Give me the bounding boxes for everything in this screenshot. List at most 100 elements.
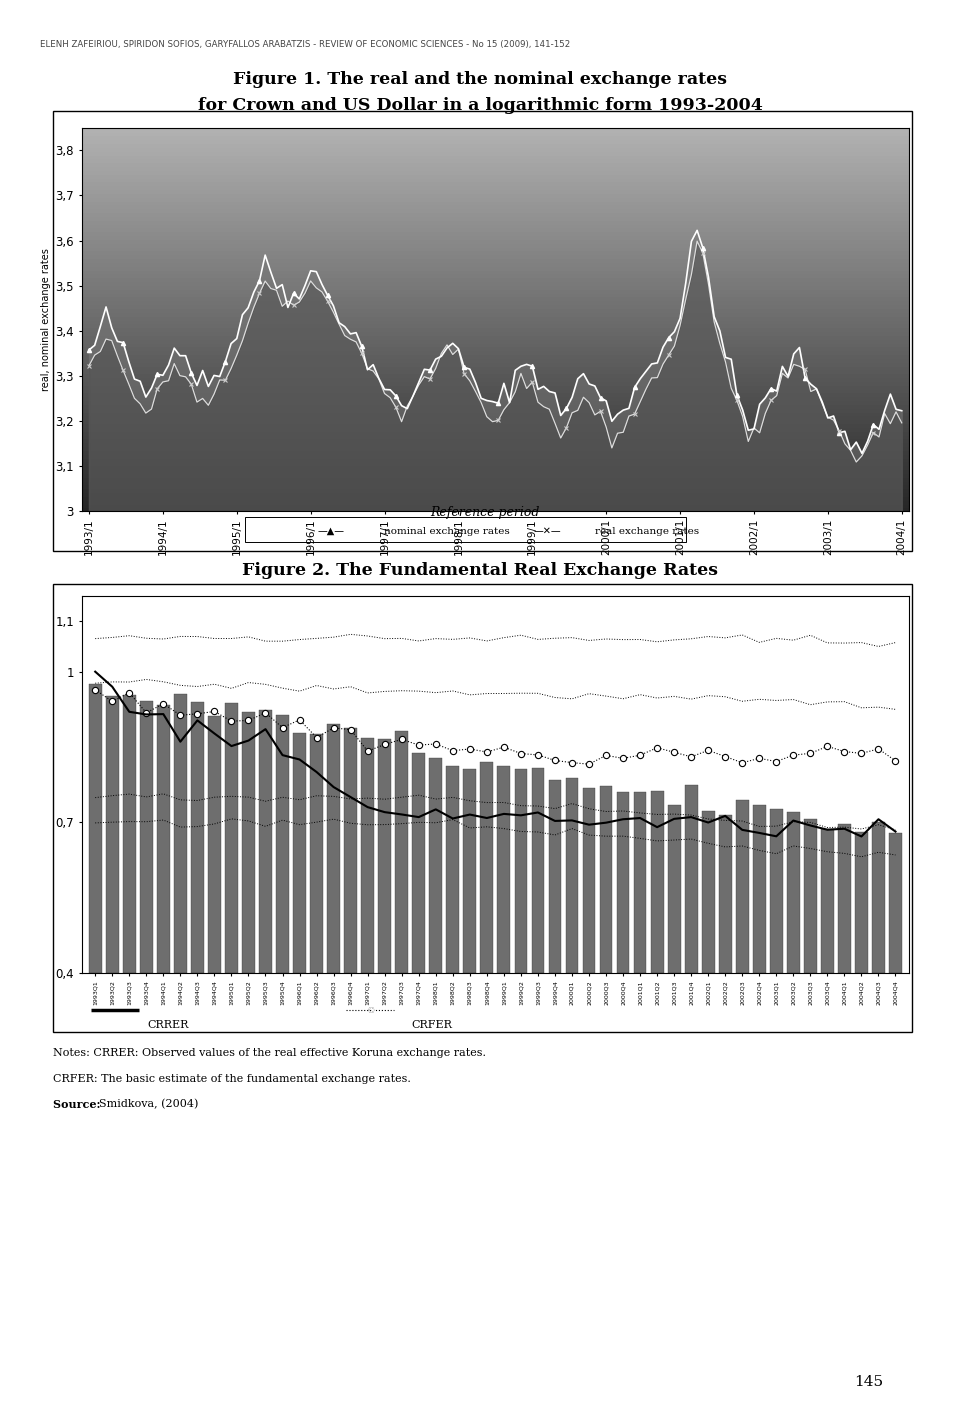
Bar [378, 740, 391, 973]
Bar [82, 442, 909, 446]
CRRER [685, 808, 697, 825]
real exchange rates [691, 233, 703, 250]
CRRER [260, 720, 272, 737]
nominal exchange rates [754, 396, 765, 413]
Bar [82, 277, 909, 281]
Bar [82, 435, 909, 439]
Bar [82, 488, 909, 491]
Text: —✕—: —✕— [534, 525, 561, 537]
Bar [429, 758, 443, 973]
CRFER [839, 743, 851, 760]
CRRER [396, 807, 407, 824]
CRFER [855, 746, 867, 763]
CRRER [635, 809, 646, 826]
nominal exchange rates [896, 402, 907, 419]
Bar [82, 315, 909, 320]
CRFER [804, 746, 816, 763]
CRRER [651, 819, 662, 836]
CRRER [294, 751, 305, 768]
Bar [82, 155, 909, 159]
nominal exchange rates [333, 314, 345, 331]
CRFER [260, 704, 272, 721]
CRFER [703, 741, 714, 758]
CRFER [124, 684, 135, 701]
Bar [293, 733, 306, 973]
Bar [82, 339, 909, 342]
Bar [82, 178, 909, 182]
CRRER [566, 812, 578, 829]
CRFER [635, 747, 646, 764]
CRFER [311, 728, 323, 746]
Bar [838, 824, 851, 973]
CRRER [276, 747, 288, 764]
CRFER [413, 737, 424, 754]
Line: CRFER: CRFER [92, 687, 899, 767]
CRRER [600, 814, 612, 831]
CRFER [396, 731, 407, 748]
Bar [82, 288, 909, 293]
Bar [82, 170, 909, 173]
Bar [82, 320, 909, 324]
CRFER [685, 748, 697, 765]
CRRER [175, 733, 186, 750]
Bar [82, 132, 909, 135]
Bar [191, 701, 204, 973]
CRFER [584, 755, 595, 772]
Bar [89, 684, 102, 973]
real exchange rates [203, 396, 214, 413]
Text: o: o [367, 1004, 374, 1015]
Bar [225, 703, 238, 973]
Bar [753, 805, 766, 973]
Bar [82, 500, 909, 504]
CRRER [107, 679, 118, 696]
Text: Figure 2. The Fundamental Real Exchange Rates: Figure 2. The Fundamental Real Exchange … [242, 562, 718, 579]
CRFER [873, 740, 884, 757]
CRFER [771, 753, 782, 770]
CRRER [311, 764, 323, 781]
Bar [82, 389, 909, 392]
Bar [310, 734, 323, 973]
CRRER [498, 805, 510, 822]
Bar [82, 239, 909, 243]
CRFER [464, 740, 475, 757]
Bar [82, 415, 909, 419]
CRRER [668, 811, 680, 828]
CRFER [787, 747, 799, 764]
CRRER [890, 824, 901, 841]
Text: CRRER: CRRER [147, 1020, 189, 1030]
nominal exchange rates [84, 341, 95, 358]
CRFER [175, 707, 186, 724]
Bar [82, 274, 909, 277]
CRFER [516, 746, 527, 763]
Bar [82, 173, 909, 178]
Bar [82, 297, 909, 300]
Bar [82, 293, 909, 297]
Bar [855, 832, 868, 973]
Bar [82, 143, 909, 146]
CRFER [481, 744, 492, 761]
Bar [82, 457, 909, 462]
CRFER [566, 754, 578, 771]
Bar [668, 805, 681, 973]
Bar [82, 204, 909, 209]
real exchange rates [333, 315, 345, 332]
CRRER [430, 801, 442, 818]
Text: Figure 1. The real and the nominal exchange rates: Figure 1. The real and the nominal excha… [233, 71, 727, 88]
CRFER [549, 753, 561, 770]
Bar [82, 362, 909, 365]
Bar [82, 197, 909, 200]
Bar [600, 785, 612, 973]
CRRER [822, 821, 833, 838]
Text: Notes: CRRER: Observed values of the real effective Koruna exchange rates.: Notes: CRRER: Observed values of the rea… [53, 1048, 486, 1058]
Bar [804, 819, 817, 973]
CRRER [771, 828, 782, 845]
Bar [174, 694, 187, 973]
CRRER [464, 807, 475, 824]
Bar [82, 365, 909, 369]
CRFER [192, 706, 204, 723]
Line: nominal exchange rates: nominal exchange rates [89, 230, 901, 453]
CRRER [787, 812, 799, 829]
CRRER [157, 706, 169, 723]
Bar [82, 351, 909, 354]
Bar [156, 706, 170, 973]
